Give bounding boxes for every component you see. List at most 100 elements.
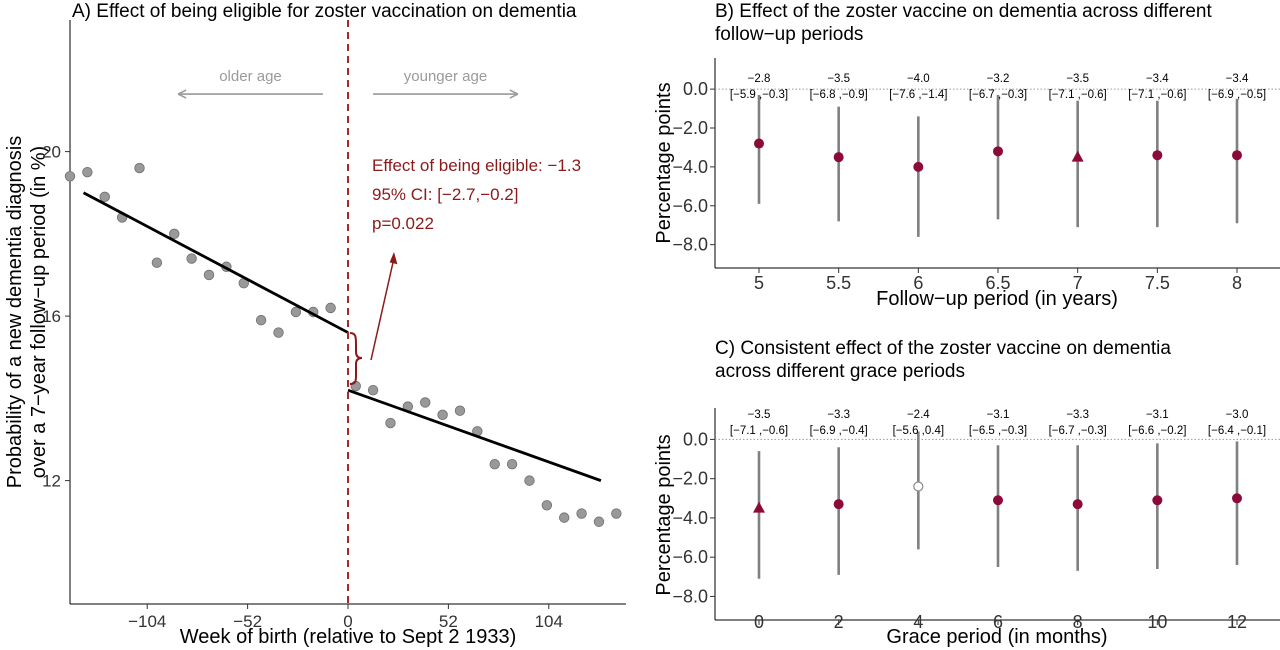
panel-b-y-label: Percentage points xyxy=(653,82,675,243)
ci-value-label: [−6.8 ,−0.9] xyxy=(810,89,868,101)
ci-value-label: [−6.6 ,−0.2] xyxy=(1128,425,1186,437)
estimate-marker xyxy=(833,499,844,510)
x-tick-label: 6 xyxy=(913,273,923,293)
fit-line xyxy=(82,191,349,334)
data-point xyxy=(64,171,76,182)
estimate-marker-open xyxy=(913,481,924,492)
y-tick-label: −4.0 xyxy=(672,508,708,528)
x-tick-label: 10 xyxy=(1147,612,1167,632)
estimate-value-label: −3.0 xyxy=(1226,409,1249,421)
estimate-marker xyxy=(913,161,924,172)
ci-value-label: [−6.9 ,−0.4] xyxy=(810,425,868,437)
data-point xyxy=(367,384,379,396)
panel-a-fit-lines xyxy=(82,191,602,482)
data-point xyxy=(290,306,302,318)
panel-a-title: A) Effect of being eligible for zoster v… xyxy=(72,1,577,22)
ci-value-label: [−7.1 ,−0.6] xyxy=(1128,89,1186,101)
y-tick-label: −2.0 xyxy=(672,469,708,489)
data-point xyxy=(134,162,145,174)
effect-brace xyxy=(349,332,363,385)
panel-c-x-label: Grace period (in months) xyxy=(886,626,1107,648)
data-point xyxy=(541,500,553,511)
estimate-marker xyxy=(993,146,1003,157)
x-tick-label: 5 xyxy=(754,273,764,293)
x-tick-label: 8 xyxy=(1232,273,1242,293)
x-tick-label: 7 xyxy=(1073,273,1083,293)
x-tick-label: 6.5 xyxy=(985,273,1010,293)
x-tick-label: −104 xyxy=(128,612,166,631)
age-arrow-head xyxy=(509,89,519,99)
panel-a: A) Effect of being eligible for zoster v… xyxy=(4,1,626,648)
estimate-marker xyxy=(1072,499,1083,510)
data-point xyxy=(559,512,570,523)
panel-c-title-line2: across different grace periods xyxy=(715,361,965,382)
estimate-marker-triangle xyxy=(753,501,765,513)
ci-value-label: [−7.1 ,−0.6] xyxy=(730,425,788,437)
ci-value-label: [−5.6 ,0.4] xyxy=(893,425,944,437)
panel-a-y-label-line2: over a 7−year follow−up period (in %) xyxy=(28,146,50,478)
estimate-marker xyxy=(754,138,764,149)
estimate-marker xyxy=(1152,495,1163,506)
estimate-value-label: −3.3 xyxy=(1066,409,1089,421)
data-point xyxy=(151,257,163,268)
estimate-value-label: −3.1 xyxy=(1146,409,1169,421)
ci-value-label: [−6.9 ,−0.5] xyxy=(1208,89,1266,101)
x-tick-label: 6 xyxy=(993,612,1003,632)
ci-value-label: [−6.7 ,−0.3] xyxy=(969,89,1027,101)
x-tick-label: −52 xyxy=(233,612,262,631)
data-point xyxy=(437,409,448,421)
data-point xyxy=(524,475,535,486)
ci-value-label: [−7.6 ,−1.4] xyxy=(889,89,947,101)
estimate-value-label: −2.8 xyxy=(748,73,771,85)
data-point xyxy=(454,405,466,416)
x-tick-label: 4 xyxy=(913,612,923,632)
data-point xyxy=(186,253,197,264)
estimate-value-label: −3.3 xyxy=(827,409,850,421)
data-point xyxy=(203,269,215,281)
estimate-value-label: −3.5 xyxy=(1066,73,1089,85)
panel-b-title-line1: B) Effect of the zoster vaccine on demen… xyxy=(715,1,1212,22)
panel-a-y-ticks: 12 16 20 xyxy=(42,143,70,491)
data-point xyxy=(611,508,622,519)
y-tick-label: −6.0 xyxy=(672,547,708,567)
ci-value-label: [−6.7 ,−0.3] xyxy=(1049,425,1107,437)
panel-b-estimates: 0.0 −2.0 −4.0 −6.0 −8.0 5 −2.8 [−5.9 ,−0.3] 5.5 −… xyxy=(672,73,1280,293)
x-tick-label: 5.5 xyxy=(826,273,851,293)
data-point xyxy=(420,397,431,408)
panel-a-points xyxy=(64,162,622,527)
data-point xyxy=(385,417,396,429)
x-tick-label: 52 xyxy=(439,612,458,631)
x-tick-label: 8 xyxy=(1073,612,1083,632)
panel-a-x-ticks: −104 −52 0 52 104 xyxy=(128,604,563,631)
y-tick-label: 20 xyxy=(42,143,61,162)
y-tick-label: 16 xyxy=(42,307,61,326)
ci-label: 95% CI: [−2.7,−0.2] xyxy=(372,185,518,204)
estimate-marker xyxy=(833,152,844,163)
ci-value-label: [−5.9 ,−0.3] xyxy=(730,89,788,101)
panel-a-x-label: Week of birth (relative to Sept 2 1933) xyxy=(180,626,516,648)
x-tick-label: 12 xyxy=(1227,612,1247,632)
x-tick-label: 0 xyxy=(343,612,352,631)
panel-b-title-line2: follow−up periods xyxy=(715,24,863,45)
estimate-value-label: −2.4 xyxy=(907,409,930,421)
panel-a-effect-annotation: Effect of being eligible: −1.3 95% CI: [… xyxy=(349,156,581,385)
y-tick-label: −4.0 xyxy=(672,157,708,177)
panel-a-age-arrows: older age younger age xyxy=(177,68,519,99)
x-tick-label: 7.5 xyxy=(1145,273,1170,293)
estimate-value-label: −3.5 xyxy=(748,409,771,421)
age-arrow-label: younger age xyxy=(404,68,487,85)
estimate-value-label: −3.4 xyxy=(1146,73,1169,85)
data-point xyxy=(576,508,587,519)
estimate-marker xyxy=(1152,150,1163,161)
panel-c-estimates: 0.0 −2.0 −4.0 −6.0 −8.0 0 −3.5 [−7.1 ,−0.6] 2 −3.… xyxy=(672,409,1280,632)
y-tick-label: 0.0 xyxy=(683,79,708,99)
data-point xyxy=(169,228,180,240)
data-point xyxy=(82,166,93,178)
estimate-marker-triangle xyxy=(1071,150,1084,162)
p-value-label: p=0.022 xyxy=(372,214,434,233)
y-tick-label: −2.0 xyxy=(672,118,708,138)
estimate-value-label: −3.5 xyxy=(827,73,850,85)
data-point xyxy=(593,516,605,527)
data-point xyxy=(99,191,110,203)
